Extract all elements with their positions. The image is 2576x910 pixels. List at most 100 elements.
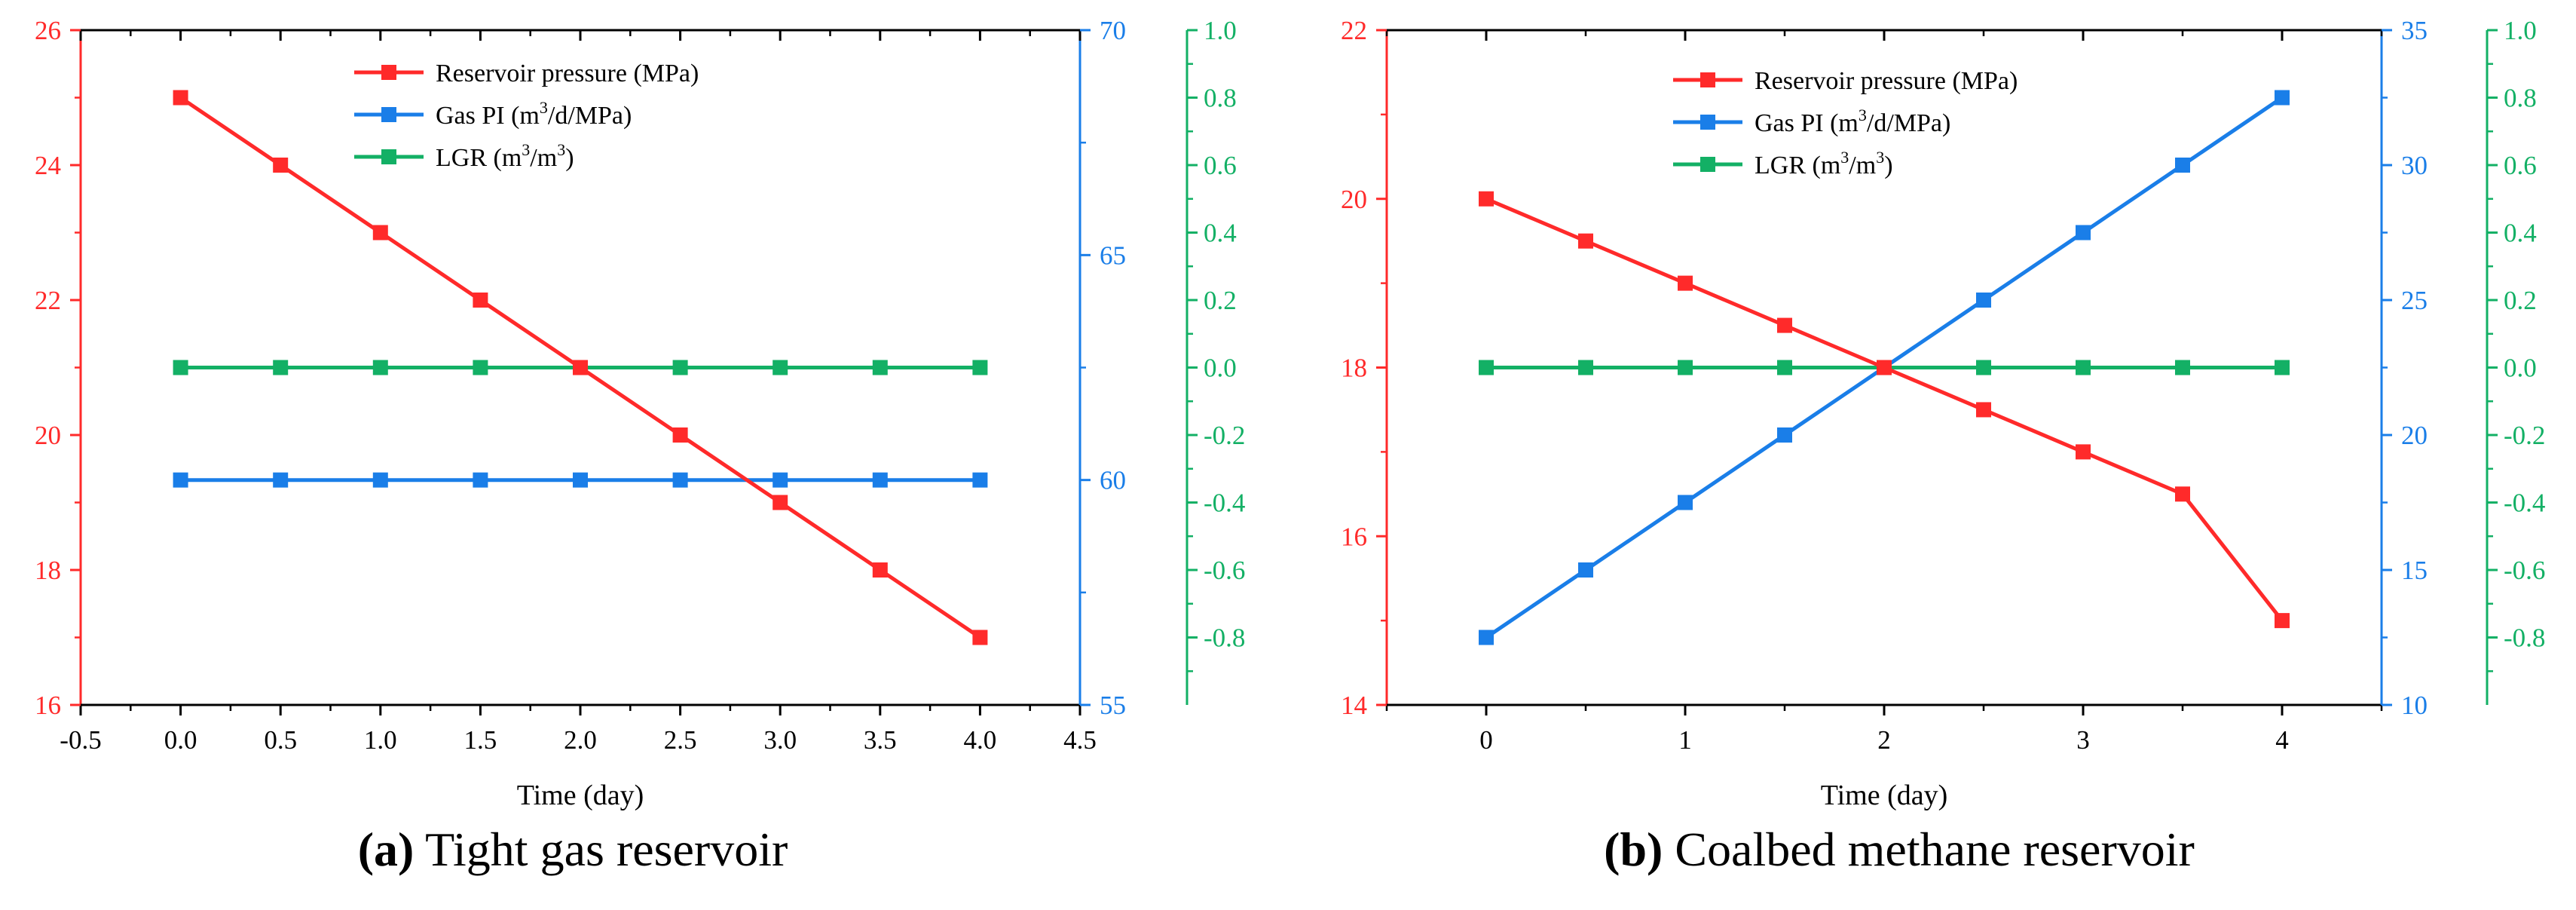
gas-pi-tick-label: 30: [2401, 151, 2428, 180]
x-tick-label: 1.0: [364, 725, 397, 755]
gas-pi-tick-label: 25: [2401, 286, 2428, 315]
lgr-tick-label: -0.6: [2504, 556, 2545, 585]
lgr-tick-label: 0.2: [2504, 286, 2537, 315]
data-point-pressure: [1777, 317, 1792, 333]
x-tick-label: 0.5: [264, 725, 297, 755]
legend-marker-lgr: [381, 149, 396, 164]
caption-text: Tight gas reservoir: [414, 823, 788, 876]
x-axis-title: Time (day): [1821, 780, 1948, 811]
legend-item-lgr: LGR (m3/m3): [1755, 148, 1893, 179]
x-tick-label: 4.5: [1063, 725, 1097, 755]
legend: Reservoir pressure (MPa)Gas PI (m3/d/MPa…: [1673, 67, 2018, 179]
x-axis-title: Time (day): [517, 780, 644, 811]
legend-superscript: 3: [1859, 106, 1867, 124]
data-point-gas-pi: [872, 472, 888, 488]
panel-caption: (a) Tight gas reservoir: [358, 823, 788, 876]
data-point-lgr: [1777, 360, 1792, 375]
data-point-lgr: [2275, 360, 2290, 375]
legend-text-part: /d/MPa): [1867, 109, 1950, 137]
pressure-tick-label: 20: [1341, 185, 1367, 214]
data-point-pressure: [2275, 613, 2290, 629]
data-point-lgr: [273, 360, 289, 375]
data-point-pressure: [2175, 486, 2190, 502]
legend-superscript: 3: [557, 140, 565, 159]
pressure-tick-label: 20: [35, 421, 61, 450]
x-tick-label: 4.0: [964, 725, 997, 755]
pressure-tick-label: 16: [1341, 522, 1367, 551]
lgr-tick-label: 0.4: [2504, 219, 2537, 248]
data-point-pressure: [473, 293, 488, 308]
data-point-pressure: [1976, 402, 1991, 418]
legend-item-lgr: LGR (m3/m3): [436, 140, 574, 172]
data-point-lgr: [473, 360, 488, 375]
legend-superscript: 3: [1876, 148, 1884, 167]
legend-text-part: /d/MPa): [548, 102, 632, 130]
legend-superscript: 3: [522, 140, 530, 159]
x-tick-label: 3: [2076, 725, 2090, 755]
data-point-pressure: [672, 427, 688, 443]
data-point-lgr: [1976, 360, 1991, 375]
lgr-tick-label: 0.4: [1204, 219, 1237, 248]
lgr-tick-label: -0.6: [1204, 556, 1245, 585]
data-point-gas-pi: [173, 472, 188, 488]
data-point-pressure: [2076, 444, 2091, 460]
data-point-gas-pi: [473, 472, 488, 488]
data-point-gas-pi: [1678, 495, 1693, 510]
legend-text-part: LGR (m: [1755, 152, 1840, 179]
lgr-tick-label: -0.4: [2504, 489, 2545, 518]
data-point-pressure: [173, 90, 188, 106]
gas-pi-tick-label: 70: [1100, 16, 1126, 45]
legend-marker-gas-pi: [381, 107, 396, 122]
lgr-tick-label: -0.4: [1204, 489, 1245, 518]
data-point-gas-pi: [772, 472, 788, 488]
legend-item-pressure: Reservoir pressure (MPa): [436, 60, 699, 87]
pressure-tick-label: 24: [35, 151, 61, 180]
data-point-pressure: [1877, 360, 1892, 375]
data-point-gas-pi: [2175, 158, 2190, 173]
pressure-tick-label: 26: [35, 16, 61, 45]
data-point-pressure: [573, 360, 588, 375]
caption-label: (a): [358, 823, 415, 876]
data-point-lgr: [2076, 360, 2091, 375]
legend-text-part: /m: [1849, 152, 1876, 179]
data-point-pressure: [772, 495, 788, 510]
data-point-lgr: [672, 360, 688, 375]
data-point-pressure: [1479, 191, 1494, 207]
data-point-lgr: [372, 360, 388, 375]
pressure-tick-label: 16: [35, 691, 61, 720]
panel-b-coalbed-methane: 0 1 2 3 4 Time (day) 14 16 18 20 22 10 15 20 25 30 35 -0.…: [1341, 16, 2545, 876]
legend-text-part: /m: [530, 144, 557, 172]
x-tick-label: 2: [1877, 725, 1891, 755]
pressure-tick-label: 18: [1341, 354, 1367, 383]
data-point-lgr: [872, 360, 888, 375]
data-point-gas-pi: [2275, 90, 2290, 106]
legend-item-gas-pi: Gas PI (m3/d/MPa): [1755, 106, 1950, 137]
data-point-lgr: [772, 360, 788, 375]
gas-pi-tick-label: 15: [2401, 556, 2428, 585]
x-tick-label: -0.5: [60, 725, 101, 755]
legend-superscript: 3: [1840, 148, 1849, 167]
data-point-gas-pi: [1578, 562, 1593, 578]
gas-pi-tick-label: 35: [2401, 16, 2428, 45]
data-point-lgr: [173, 360, 188, 375]
gas-pi-tick-label: 20: [2401, 421, 2428, 450]
legend-item-gas-pi: Gas PI (m3/d/MPa): [436, 98, 632, 130]
data-point-gas-pi: [573, 472, 588, 488]
legend-text-part: Gas PI (m: [436, 102, 540, 130]
x-tick-label: 1: [1678, 725, 1692, 755]
lgr-tick-label: -0.2: [2504, 421, 2545, 450]
data-point-gas-pi: [372, 472, 388, 488]
panel-caption: (b) Coalbed methane reservoir: [1604, 823, 2195, 876]
x-tick-label: 0.0: [164, 725, 197, 755]
lgr-tick-label: 0.8: [2504, 84, 2537, 113]
x-tick-label: 3.5: [864, 725, 897, 755]
legend-text-part: LGR (m: [436, 144, 522, 172]
data-point-gas-pi: [2076, 225, 2091, 241]
legend: Reservoir pressure (MPa)Gas PI (m3/d/MPa…: [354, 60, 699, 172]
data-point-pressure: [273, 158, 289, 173]
data-point-gas-pi: [672, 472, 688, 488]
legend-marker-gas-pi: [1700, 115, 1715, 130]
caption-text: Coalbed methane reservoir: [1663, 823, 2195, 876]
